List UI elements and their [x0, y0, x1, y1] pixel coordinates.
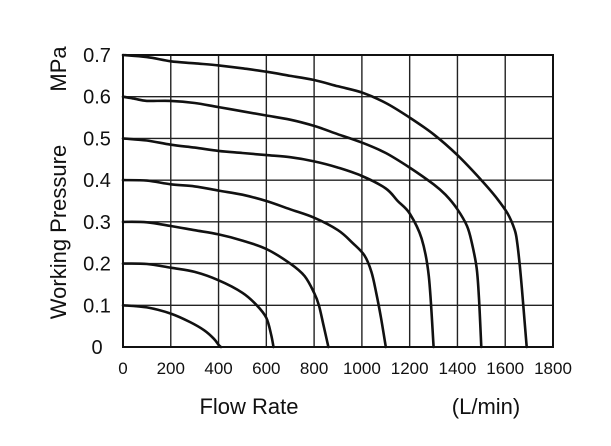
y-tick-label: 0.4	[83, 170, 111, 192]
y-tick-labels: 0 0.1 0.2 0.3 0.4 0.5 0.6 0.7	[83, 45, 111, 359]
y-tick-label: 0.1	[83, 295, 111, 317]
x-tick-label: 800	[300, 359, 328, 378]
curve-series-5	[121, 95, 483, 349]
x-tick-label: 1200	[391, 359, 429, 378]
curve-series-0	[121, 304, 223, 349]
y-tick-label: 0.2	[83, 254, 111, 276]
x-tick-label: 200	[157, 359, 185, 378]
x-axis-label: Flow Rate	[199, 394, 298, 419]
x-tick-label: 400	[204, 359, 232, 378]
curve-series-3	[121, 178, 388, 349]
curve-series-2	[121, 220, 330, 349]
y-tick-label: 0.7	[83, 45, 111, 67]
y-axis-label: Working Pressure	[46, 145, 71, 319]
x-tick-label: 1000	[343, 359, 381, 378]
y-tick-label: 0.3	[83, 212, 111, 234]
curve-series-4	[121, 137, 435, 349]
x-tick-label: 600	[252, 359, 280, 378]
x-tick-labels: 0 200 400 600 800 1000 1200 1400 1600 1800	[118, 359, 572, 378]
curve-series-1	[121, 262, 275, 349]
x-tick-label: 0	[118, 359, 127, 378]
curves	[121, 53, 528, 349]
x-tick-label: 1600	[486, 359, 524, 378]
x-tick-label: 1800	[534, 359, 572, 378]
y-tick-label: 0.5	[83, 128, 111, 150]
y-tick-label: 0.6	[83, 87, 111, 109]
y-axis-unit: MPa	[46, 46, 71, 92]
plot-frame	[122, 54, 554, 348]
curve-series-6	[121, 53, 528, 349]
x-axis-unit: (L/min)	[452, 394, 520, 419]
y-tick-label: 0	[91, 337, 102, 359]
x-tick-label: 1400	[439, 359, 477, 378]
